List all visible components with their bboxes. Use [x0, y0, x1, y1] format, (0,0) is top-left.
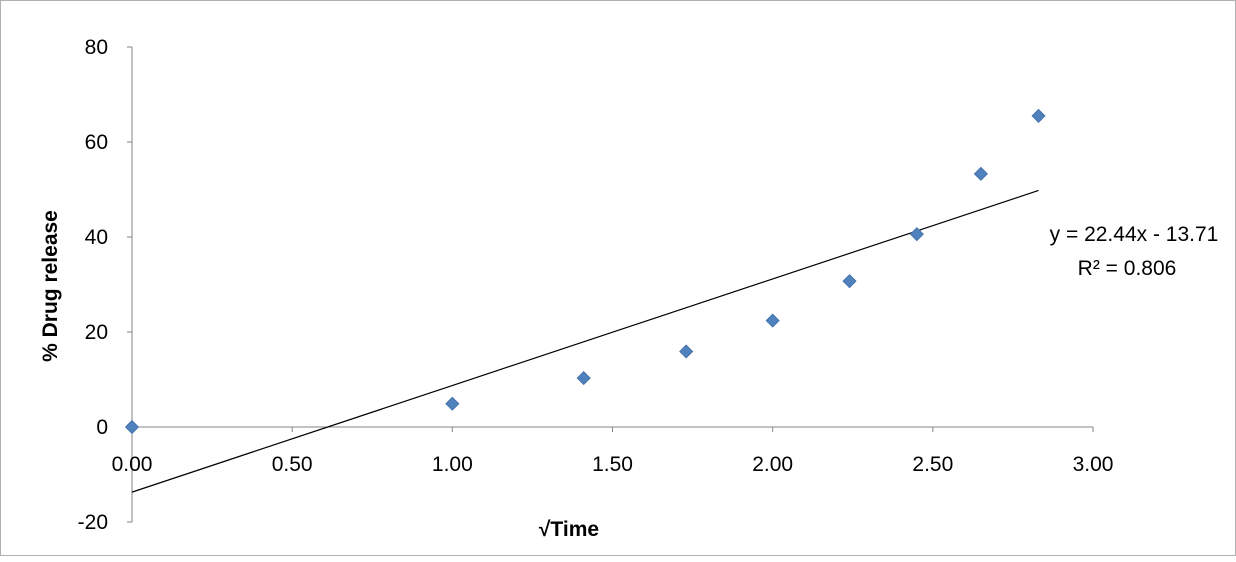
- x-tick-label: 0.00: [112, 453, 153, 476]
- r-squared-label: R² = 0.806: [1078, 257, 1177, 280]
- y-tick-label: -20: [78, 511, 108, 534]
- tick-labels: -20 0 20 40 60 80 0.00 0.50 1.00 1.50 2.00 2.50 3.00: [78, 36, 1114, 534]
- data-point: [765, 313, 780, 328]
- data-point: [842, 274, 857, 289]
- x-tick-label: 3.00: [1073, 453, 1114, 476]
- data-point: [973, 166, 988, 181]
- trendline-layer: [131, 189, 1039, 493]
- data-points: [124, 108, 1046, 435]
- x-tick-label: 2.50: [912, 453, 953, 476]
- y-tick-label: 60: [85, 131, 108, 154]
- trendline-equation: y = 22.44x - 13.71: [1050, 223, 1219, 246]
- data-point: [679, 344, 694, 359]
- x-tick-label: 1.00: [432, 453, 473, 476]
- y-tick-label: 0: [96, 416, 108, 439]
- y-tick-label: 40: [85, 226, 108, 249]
- x-tick-label: 1.50: [592, 453, 633, 476]
- x-axis-title: √Time: [539, 518, 599, 541]
- y-tick-label: 20: [85, 321, 108, 344]
- trendline: [131, 189, 1039, 493]
- axes: [127, 46, 1094, 523]
- y-axis-title: % Drug release: [39, 210, 62, 362]
- data-point: [124, 419, 140, 435]
- x-tick-label: 0.50: [272, 453, 313, 476]
- data-point: [909, 227, 924, 242]
- x-tick-label: 2.00: [752, 453, 793, 476]
- data-point: [445, 396, 460, 411]
- data-point: [1031, 108, 1046, 123]
- data-point: [576, 371, 591, 386]
- y-tick-label: 80: [85, 36, 108, 59]
